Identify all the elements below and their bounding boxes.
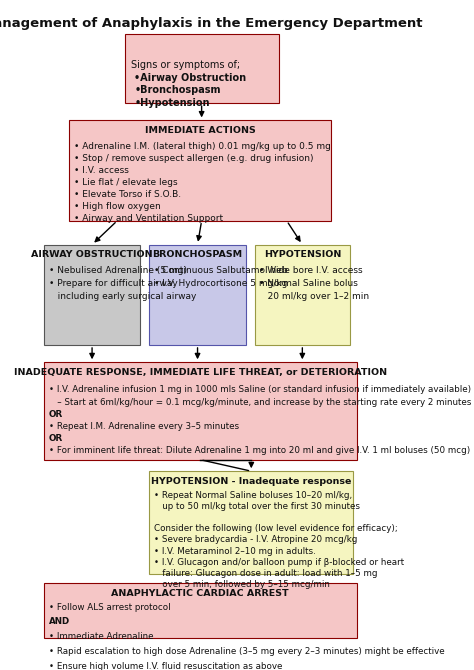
- Text: Signs or symptoms of;: Signs or symptoms of;: [131, 60, 240, 70]
- Text: • Airway and Ventilation Support: • Airway and Ventilation Support: [74, 214, 224, 222]
- Text: • For imminent life threat: Dilute Adrenaline 1 mg into 20 ml and give I.V. 1 ml: • For imminent life threat: Dilute Adren…: [48, 446, 470, 455]
- Text: • Follow ALS arrest protocol: • Follow ALS arrest protocol: [48, 602, 170, 612]
- Text: • Continuous Salbutamol neb: • Continuous Salbutamol neb: [154, 266, 288, 275]
- FancyBboxPatch shape: [149, 471, 354, 574]
- Text: • I.V. Glucagon and/or balloon pump if β-blocked or heart: • I.V. Glucagon and/or balloon pump if β…: [154, 557, 404, 567]
- FancyBboxPatch shape: [44, 245, 140, 345]
- Text: • Immediate Adrenaline: • Immediate Adrenaline: [48, 632, 153, 641]
- Text: • I.V. Hydrocortisone 5 mg/kg: • I.V. Hydrocortisone 5 mg/kg: [154, 279, 287, 288]
- Text: OR: OR: [48, 409, 63, 419]
- Text: • High flow oxygen: • High flow oxygen: [74, 202, 161, 210]
- Text: • I.V. Metaraminol 2–10 mg in adults.: • I.V. Metaraminol 2–10 mg in adults.: [154, 547, 316, 555]
- Text: • Repeat Normal Saline boluses 10–20 ml/kg,: • Repeat Normal Saline boluses 10–20 ml/…: [154, 491, 352, 500]
- FancyBboxPatch shape: [44, 583, 357, 639]
- Text: • Stop / remove suspect allergen (e.g. drug infusion): • Stop / remove suspect allergen (e.g. d…: [74, 154, 314, 163]
- Text: • Ensure high volume I.V. fluid resuscitation as above: • Ensure high volume I.V. fluid resuscit…: [48, 662, 282, 670]
- Text: • I.V. Adrenaline infusion 1 mg in 1000 mls Saline (or standard infusion if imme: • I.V. Adrenaline infusion 1 mg in 1000 …: [48, 385, 471, 395]
- Text: failure: Glucagon dose in adult: load with 1–5 mg: failure: Glucagon dose in adult: load wi…: [154, 569, 377, 578]
- FancyBboxPatch shape: [149, 245, 246, 345]
- Text: ANAPHYLACTIC CARDIAC ARREST: ANAPHYLACTIC CARDIAC ARREST: [111, 589, 289, 598]
- Text: • Repeat I.M. Adrenaline every 3–5 minutes: • Repeat I.M. Adrenaline every 3–5 minut…: [48, 422, 238, 431]
- Text: INADEQUATE RESPONSE, IMMEDIATE LIFE THREAT, or DETERIORATION: INADEQUATE RESPONSE, IMMEDIATE LIFE THRE…: [14, 368, 387, 377]
- Text: • Adrenaline I.M. (lateral thigh) 0.01 mg/kg up to 0.5 mg: • Adrenaline I.M. (lateral thigh) 0.01 m…: [74, 142, 331, 151]
- Text: IMMEDIATE ACTIONS: IMMEDIATE ACTIONS: [145, 126, 255, 135]
- Text: including early surgical airway: including early surgical airway: [48, 292, 196, 301]
- Text: • Nebulised Adrenaline (5 mg): • Nebulised Adrenaline (5 mg): [48, 266, 186, 275]
- Text: •Hypotension: •Hypotension: [134, 98, 210, 108]
- Text: • I.V. access: • I.V. access: [74, 166, 129, 175]
- Text: – Start at 6ml/kg/hour = 0.1 mcg/kg/minute, and increase by the starting rate ev: – Start at 6ml/kg/hour = 0.1 mcg/kg/minu…: [48, 397, 474, 407]
- Text: BRONCHOSPASM: BRONCHOSPASM: [153, 251, 243, 259]
- Text: OR: OR: [48, 434, 63, 443]
- Text: • Wide bore I.V. access: • Wide bore I.V. access: [259, 266, 363, 275]
- Text: HYPOTENSION: HYPOTENSION: [264, 251, 341, 259]
- Text: • Rapid escalation to high dose Adrenaline (3–5 mg every 2–3 minutes) might be e: • Rapid escalation to high dose Adrenali…: [48, 647, 444, 656]
- Text: • Lie flat / elevate legs: • Lie flat / elevate legs: [74, 178, 178, 187]
- Text: over 5 min, followed by 5–15 mcg/min: over 5 min, followed by 5–15 mcg/min: [154, 580, 330, 589]
- Text: AIRWAY OBSTRUCTION: AIRWAY OBSTRUCTION: [31, 251, 153, 259]
- Text: • Elevate Torso if S.O.B.: • Elevate Torso if S.O.B.: [74, 190, 182, 199]
- Text: •Airway Obstruction: •Airway Obstruction: [134, 73, 246, 83]
- Text: Consider the following (low level evidence for efficacy);: Consider the following (low level eviden…: [154, 525, 398, 533]
- Text: • Prepare for difficult airway: • Prepare for difficult airway: [48, 279, 177, 288]
- FancyBboxPatch shape: [69, 121, 331, 220]
- Text: up to 50 ml/kg total over the first 30 minutes: up to 50 ml/kg total over the first 30 m…: [154, 502, 360, 511]
- FancyBboxPatch shape: [255, 245, 350, 345]
- Text: Management of Anaphylaxis in the Emergency Department: Management of Anaphylaxis in the Emergen…: [0, 17, 423, 30]
- FancyBboxPatch shape: [126, 34, 279, 103]
- Text: • Severe bradycardia - I.V. Atropine 20 mcg/kg: • Severe bradycardia - I.V. Atropine 20 …: [154, 535, 357, 545]
- Text: •Bronchospasm: •Bronchospasm: [134, 85, 221, 95]
- FancyBboxPatch shape: [44, 362, 357, 460]
- Text: HYPOTENSION - Inadequate response: HYPOTENSION - Inadequate response: [151, 477, 352, 486]
- Text: • Normal Saline bolus: • Normal Saline bolus: [259, 279, 358, 288]
- Text: AND: AND: [48, 617, 70, 626]
- Text: 20 ml/kg over 1–2 min: 20 ml/kg over 1–2 min: [259, 292, 370, 301]
